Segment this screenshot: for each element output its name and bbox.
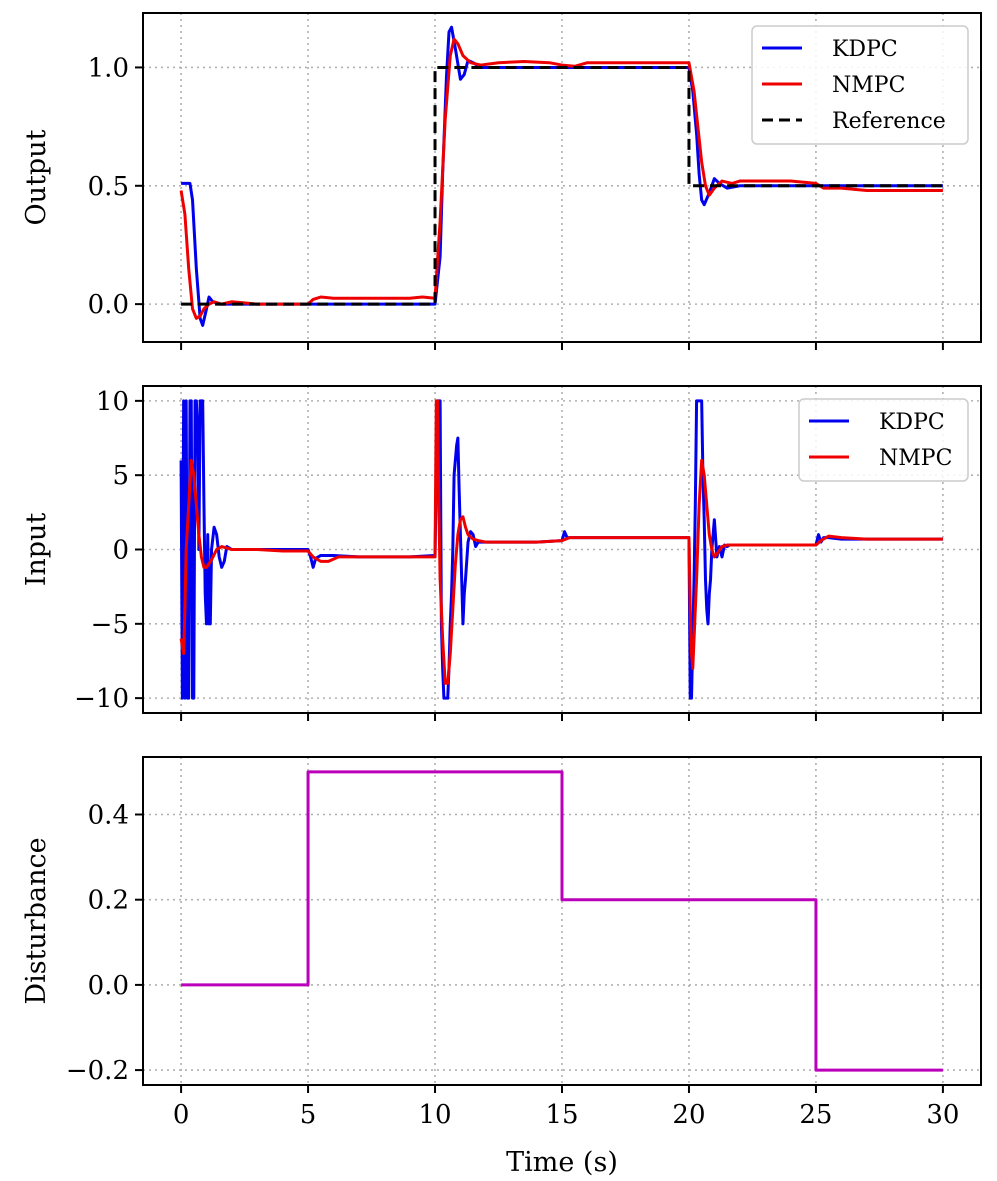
y-tick-label: 0.2 — [88, 886, 129, 916]
x-tick-label: 15 — [545, 1100, 578, 1130]
y-tick-label: −0.2 — [66, 1056, 129, 1086]
legend-box — [751, 25, 969, 145]
y-axis-label: Input — [21, 513, 52, 587]
x-tick-label: 25 — [799, 1100, 832, 1130]
y-tick-label: 0 — [112, 536, 129, 566]
legend-label-reference: Reference — [832, 109, 946, 134]
subplot-1: 0.0 0.5 1.0 Output KDPC NMPC Reference — [21, 12, 982, 350]
y-tick-label: 1.0 — [88, 53, 129, 83]
series-line-disturbance — [181, 770, 943, 1072]
subplot-3: 0 5 10 15 20 25 30 −0.2 0.0 0.2 0.4 Disturbance Time… — [21, 756, 982, 1178]
y-axis-label: Disturbance — [21, 837, 52, 1004]
series-line-kdpc — [181, 25, 943, 327]
y-tick-label: 0.0 — [88, 971, 129, 1001]
y-tick-label: 0.5 — [88, 172, 129, 202]
subplot-2: −10 −5 0 5 10 Input KDPC NMPC — [21, 385, 982, 721]
series-line-nmpc — [179, 399, 943, 685]
legend-label-kdpc: KDPC — [879, 410, 945, 435]
series-group — [179, 399, 943, 700]
series-group — [181, 770, 943, 1072]
series-line-reference — [181, 65, 943, 306]
legend-label-nmpc: NMPC — [832, 73, 905, 98]
legend: KDPC NMPC — [798, 398, 969, 482]
y-tick-label: 10 — [96, 387, 129, 417]
y-tick-label: 0.4 — [88, 801, 129, 831]
x-tick-label: 5 — [300, 1100, 317, 1130]
legend-label-kdpc: KDPC — [832, 37, 898, 62]
x-axis-label: Time (s) — [506, 1147, 618, 1178]
y-tick-label: −5 — [91, 610, 129, 640]
x-tick-label: 30 — [926, 1100, 959, 1130]
legend: KDPC NMPC Reference — [751, 25, 969, 145]
y-tick-label: 5 — [112, 461, 129, 491]
series-line-kdpc — [179, 399, 943, 700]
series-group — [179, 25, 943, 327]
x-tick-label: 0 — [173, 1100, 190, 1130]
x-tick-label: 10 — [418, 1100, 451, 1130]
legend-label-nmpc: NMPC — [879, 446, 952, 471]
y-tick-label: 0.0 — [88, 290, 129, 320]
y-axis-label: Output — [21, 129, 52, 225]
y-tick-label: −10 — [74, 684, 129, 714]
x-tick-label: 20 — [672, 1100, 705, 1130]
